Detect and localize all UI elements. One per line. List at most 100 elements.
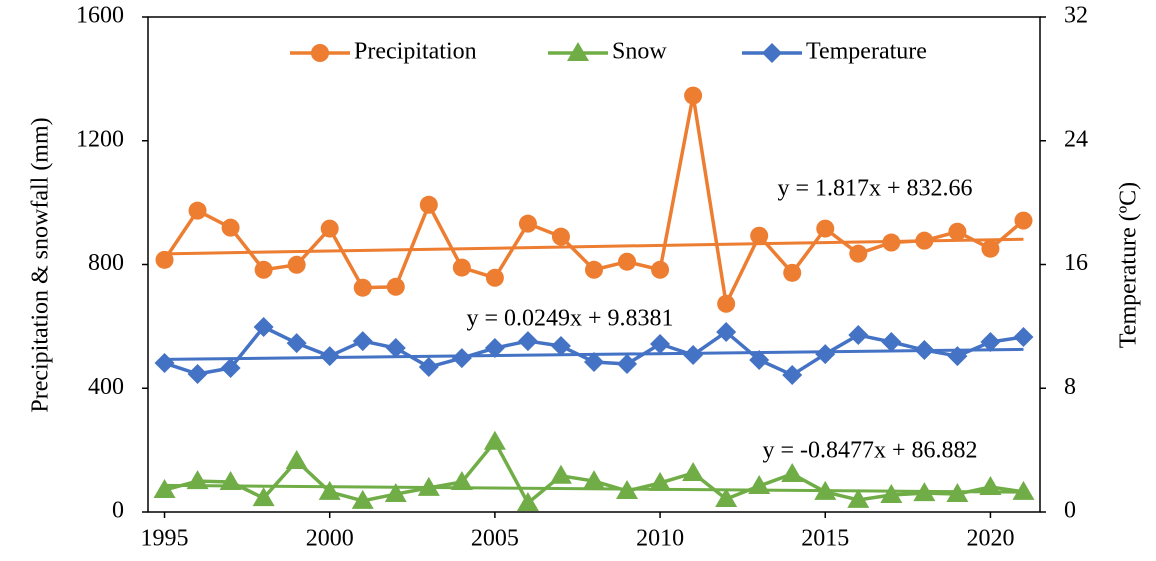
- data-point: [419, 195, 438, 214]
- data-point: [385, 338, 406, 359]
- y-tick-label: 400: [88, 374, 124, 400]
- data-point: [286, 333, 307, 354]
- data-point: [880, 483, 903, 503]
- y-tick-label: 800: [88, 250, 124, 276]
- data-point: [252, 487, 275, 507]
- data-point: [1014, 211, 1033, 230]
- data-point: [583, 470, 605, 490]
- data-point: [881, 331, 902, 352]
- data-point: [913, 482, 936, 502]
- data-point: [1012, 480, 1035, 500]
- data-point: [386, 277, 405, 296]
- data-point: [287, 255, 306, 274]
- data-point: [551, 227, 570, 246]
- data-point: [750, 226, 769, 245]
- data-point: [948, 222, 967, 241]
- data-point: [418, 357, 439, 378]
- data-point: [684, 86, 703, 105]
- data-point: [516, 492, 539, 512]
- data-point: [616, 479, 639, 499]
- data-point: [452, 258, 471, 277]
- data-point: [682, 462, 705, 482]
- data-point: [716, 321, 737, 342]
- trendline-label: y = -0.8477x + 86.882: [762, 438, 977, 464]
- data-point: [815, 344, 836, 365]
- data-point: [318, 480, 341, 500]
- data-point: [549, 464, 572, 484]
- x-tick-label: 2020: [966, 526, 1014, 552]
- data-point: [450, 470, 473, 490]
- data-point: [221, 218, 240, 237]
- data-point: [219, 470, 242, 490]
- y2-tick-label: 8: [1064, 374, 1076, 400]
- legend-marker: [567, 42, 589, 61]
- data-point: [352, 331, 373, 352]
- y2-tick-label: 32: [1064, 3, 1088, 29]
- y-tick-label: 0: [112, 498, 124, 524]
- legend-label: Precipitation: [354, 39, 477, 65]
- data-point: [782, 364, 803, 385]
- data-point: [683, 344, 704, 365]
- data-point: [353, 278, 372, 297]
- data-point: [847, 488, 870, 508]
- data-point: [715, 488, 738, 508]
- data-point: [882, 233, 901, 252]
- data-point: [946, 483, 969, 503]
- data-point: [749, 349, 770, 370]
- x-tick-label: 1995: [141, 526, 189, 552]
- y-tick-label: 1600: [76, 3, 124, 29]
- data-point: [517, 331, 538, 352]
- x-tick-label: 2010: [636, 526, 684, 552]
- data-point: [485, 268, 504, 287]
- data-point: [351, 489, 374, 509]
- data-point: [320, 219, 339, 238]
- data-point: [651, 260, 670, 279]
- data-point: [417, 476, 440, 496]
- data-point: [914, 340, 935, 361]
- legend-label: Snow: [612, 39, 667, 65]
- data-point: [253, 316, 274, 337]
- data-point: [781, 462, 804, 482]
- data-point: [814, 480, 837, 500]
- data-point: [188, 201, 207, 220]
- data-point: [285, 449, 308, 469]
- data-point: [1013, 327, 1034, 348]
- data-point: [585, 260, 603, 279]
- data-point: [518, 214, 537, 233]
- data-point: [979, 475, 1002, 495]
- data-point: [153, 479, 176, 499]
- data-point: [384, 483, 407, 503]
- data-point: [816, 219, 835, 238]
- data-point: [220, 357, 241, 378]
- data-point: [254, 260, 273, 279]
- y2-axis-title: Temperature (ºC): [1116, 182, 1142, 348]
- data-point: [319, 346, 340, 367]
- x-tick-label: 2000: [306, 526, 354, 552]
- data-point: [187, 364, 208, 385]
- data-point: [783, 263, 802, 282]
- legend-marker: [762, 43, 782, 63]
- y2-tick-label: 24: [1064, 126, 1088, 152]
- y-axis-title: Precipitation & snowfall (mm): [28, 117, 54, 412]
- data-point: [483, 430, 506, 450]
- data-point: [748, 475, 771, 495]
- data-point: [981, 239, 1000, 258]
- legend-label: Temperature: [806, 39, 927, 65]
- data-point: [947, 346, 968, 367]
- data-point: [915, 231, 934, 250]
- y2-tick-label: 16: [1064, 250, 1088, 276]
- data-point: [186, 470, 209, 490]
- data-point: [154, 353, 175, 374]
- data-point: [618, 252, 637, 271]
- data-point: [650, 334, 671, 355]
- data-point: [550, 336, 571, 357]
- x-tick-label: 2005: [471, 526, 519, 552]
- data-point: [717, 294, 736, 313]
- data-point: [980, 331, 1001, 352]
- data-point: [584, 351, 604, 372]
- data-point: [848, 325, 869, 346]
- legend-marker: [311, 44, 329, 62]
- data-point: [484, 338, 505, 359]
